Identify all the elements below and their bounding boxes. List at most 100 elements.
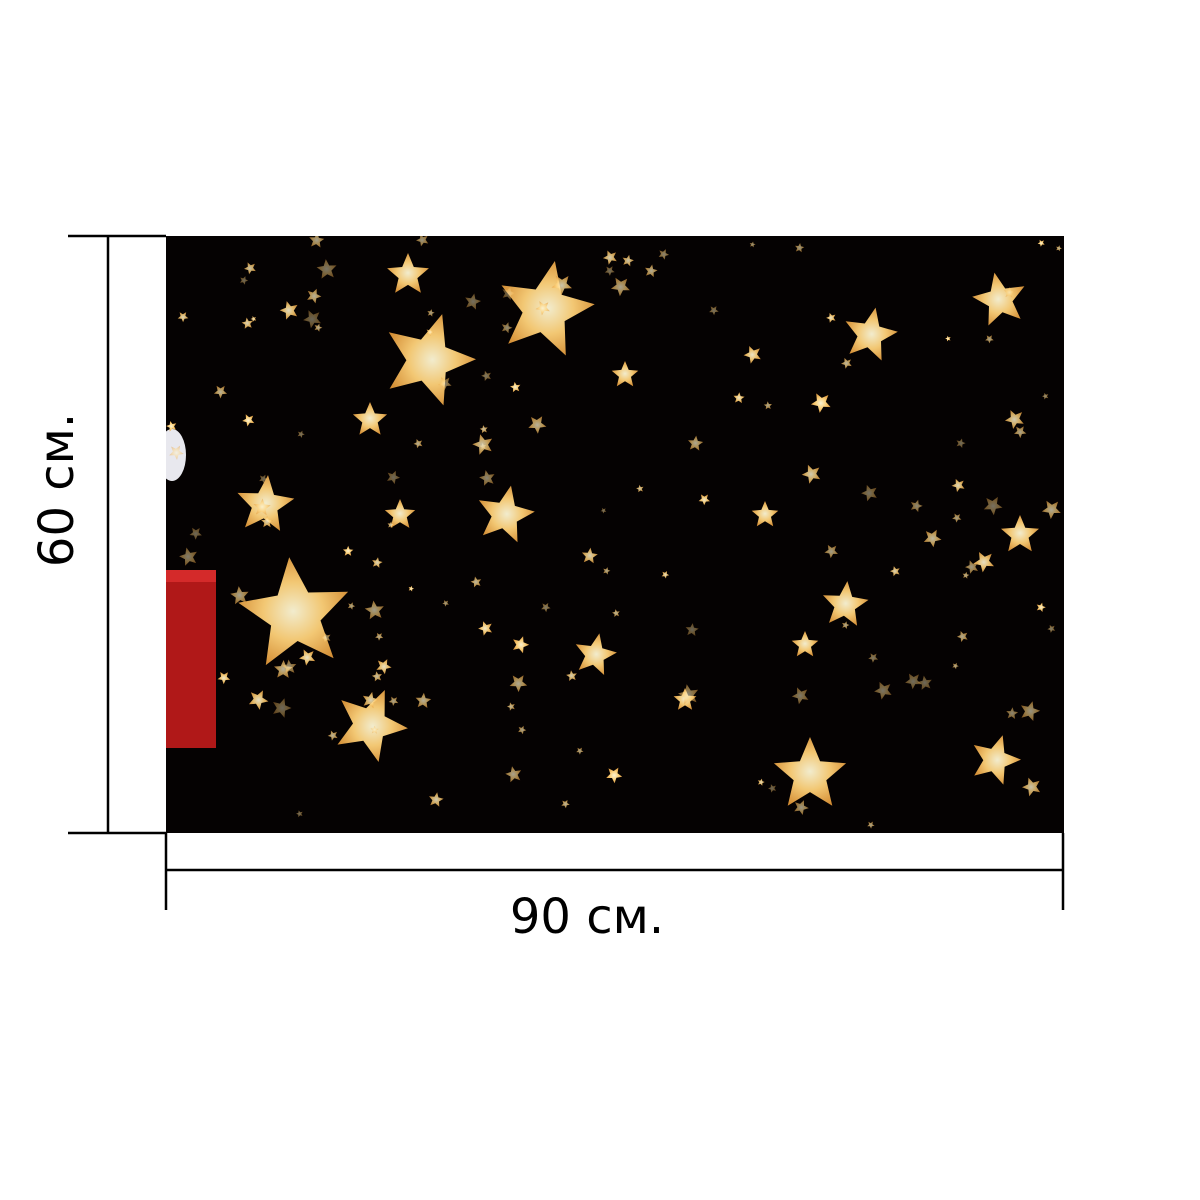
star	[528, 416, 547, 434]
photo	[166, 236, 1064, 833]
star	[751, 501, 779, 527]
star	[602, 250, 617, 265]
star	[426, 328, 434, 336]
star	[1004, 410, 1024, 429]
star	[575, 633, 617, 675]
star	[636, 484, 644, 493]
star	[465, 293, 481, 310]
star	[472, 434, 493, 455]
star	[427, 309, 435, 317]
star	[923, 529, 942, 548]
star	[791, 687, 809, 705]
photo-background	[166, 236, 1064, 833]
star	[502, 286, 516, 301]
star	[241, 317, 253, 329]
star	[610, 277, 630, 297]
star	[972, 272, 1025, 326]
star	[743, 346, 761, 364]
star	[603, 567, 611, 575]
star	[962, 571, 970, 579]
star	[166, 421, 177, 432]
star	[307, 288, 322, 304]
star	[352, 402, 388, 435]
star	[561, 799, 570, 809]
star	[757, 778, 765, 786]
star	[1047, 624, 1056, 633]
star	[364, 600, 384, 620]
star	[327, 730, 338, 741]
star	[566, 670, 577, 681]
star	[606, 767, 623, 784]
star	[501, 261, 595, 356]
star	[688, 435, 704, 451]
star	[347, 602, 356, 610]
star	[795, 243, 805, 253]
star	[917, 675, 932, 690]
star	[985, 335, 994, 344]
star	[698, 494, 710, 506]
star	[506, 702, 515, 711]
star	[362, 691, 379, 709]
star	[388, 314, 476, 406]
star	[951, 478, 965, 493]
star	[384, 499, 416, 528]
star	[1021, 701, 1041, 721]
star	[685, 623, 699, 636]
star	[179, 547, 197, 566]
star	[845, 307, 898, 361]
star	[230, 586, 249, 605]
star	[874, 681, 892, 700]
star	[376, 659, 392, 675]
star	[952, 513, 962, 523]
star	[604, 266, 615, 276]
star	[794, 800, 809, 815]
star	[481, 370, 491, 381]
star	[371, 671, 382, 682]
star	[973, 735, 1021, 785]
star	[518, 725, 527, 735]
star	[1037, 239, 1045, 247]
star	[314, 323, 323, 332]
star	[952, 662, 959, 670]
star	[273, 698, 292, 718]
star	[505, 766, 522, 783]
star	[274, 660, 293, 678]
star	[749, 241, 756, 248]
star	[973, 552, 994, 573]
star	[905, 673, 922, 690]
star	[965, 560, 978, 574]
star	[240, 276, 249, 285]
star	[841, 357, 852, 369]
star	[678, 684, 699, 705]
star	[479, 470, 495, 486]
star	[296, 810, 303, 818]
star	[501, 322, 513, 334]
star	[945, 335, 951, 342]
star	[551, 275, 572, 296]
star	[661, 571, 670, 579]
star	[1006, 707, 1019, 719]
star	[189, 527, 202, 540]
star	[768, 784, 777, 793]
star	[370, 725, 379, 734]
star	[867, 821, 875, 829]
star	[442, 600, 449, 607]
star	[658, 249, 670, 260]
star	[1001, 515, 1039, 552]
star	[773, 737, 847, 806]
star	[581, 547, 598, 564]
star	[470, 576, 482, 588]
star	[1014, 426, 1027, 439]
star	[1056, 245, 1062, 252]
star	[244, 262, 256, 275]
star	[612, 609, 620, 617]
star	[479, 425, 488, 434]
height-label: 60 см.	[29, 413, 85, 567]
star	[342, 545, 354, 556]
star	[709, 306, 719, 316]
star	[250, 316, 257, 322]
star	[1004, 286, 1016, 298]
star	[279, 301, 298, 320]
